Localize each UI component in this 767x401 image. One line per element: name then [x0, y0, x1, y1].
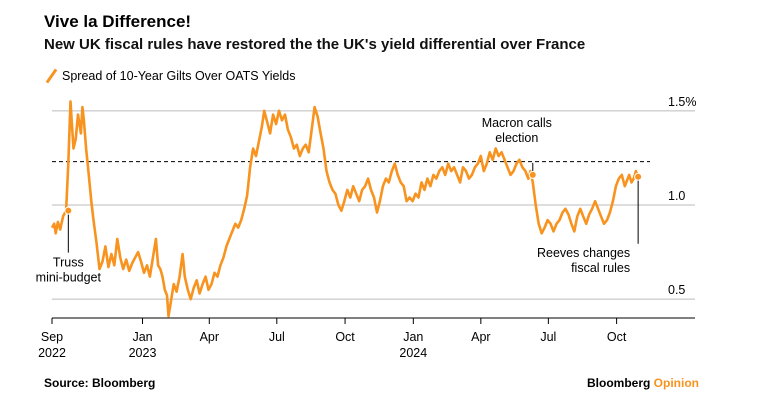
grid-layer	[52, 110, 695, 300]
annotation-label-line: election	[495, 131, 538, 145]
x-tick-year-label: 2023	[129, 346, 157, 360]
source-note: Source: Bloomberg	[44, 376, 156, 390]
chart-subtitle: New UK fiscal rules have restored the th…	[44, 36, 586, 53]
chart-title: Vive la Difference!	[44, 12, 192, 31]
legend-label: Spread of 10-Year Gilts Over OATS Yields	[62, 69, 296, 83]
x-tick-label: Jul	[540, 330, 556, 344]
series-layer	[50, 100, 640, 318]
axis-layer: 1.5% 1.0 0.5 Sep 2022 Jan 2023 Apr Jul Oct Jan 2024…	[38, 95, 696, 360]
brand-accent: Opinion	[653, 376, 699, 390]
x-tick-year-label: 2024	[399, 346, 427, 360]
y-tick-label: 0.5	[668, 283, 685, 297]
series-line	[50, 100, 640, 318]
annotation-marker	[528, 170, 537, 179]
y-tick-label: 1.5%	[668, 95, 697, 109]
annotation-label: Truss mini-budget	[36, 256, 102, 285]
annotation-marker	[64, 206, 73, 215]
x-tick-year-label: 2022	[38, 346, 66, 360]
annotation-label-line: Truss	[53, 256, 84, 270]
annotation-layer: Truss mini-budget Macron calls election Reev…	[36, 116, 643, 285]
x-tick-label: Apr	[200, 330, 219, 344]
annotation-marker	[634, 172, 643, 181]
annotation-label-line: mini-budget	[36, 271, 102, 285]
x-tick-label: Oct	[335, 330, 355, 344]
x-tick-label: Oct	[607, 330, 627, 344]
annotation-label: Reeves changes fiscal rules	[537, 246, 630, 275]
legend: Spread of 10-Year Gilts Over OATS Yields	[44, 69, 295, 83]
x-tick-label: Apr	[471, 330, 490, 344]
annotation-label-line: Macron calls	[482, 116, 552, 130]
brand-logo: Bloomberg Opinion	[587, 376, 699, 390]
x-tick-label: Jul	[269, 330, 285, 344]
x-tick-label: Sep	[41, 330, 63, 344]
y-tick-label: 1.0	[668, 189, 685, 203]
annotation-label-line: fiscal rules	[571, 261, 630, 275]
brand-main: Bloomberg	[586, 376, 651, 390]
annotation-label-line: Reeves changes	[537, 246, 630, 260]
x-tick-label: Jan	[403, 330, 423, 344]
x-tick-label: Jan	[132, 330, 152, 344]
annotation-label: Macron calls election	[482, 116, 552, 145]
